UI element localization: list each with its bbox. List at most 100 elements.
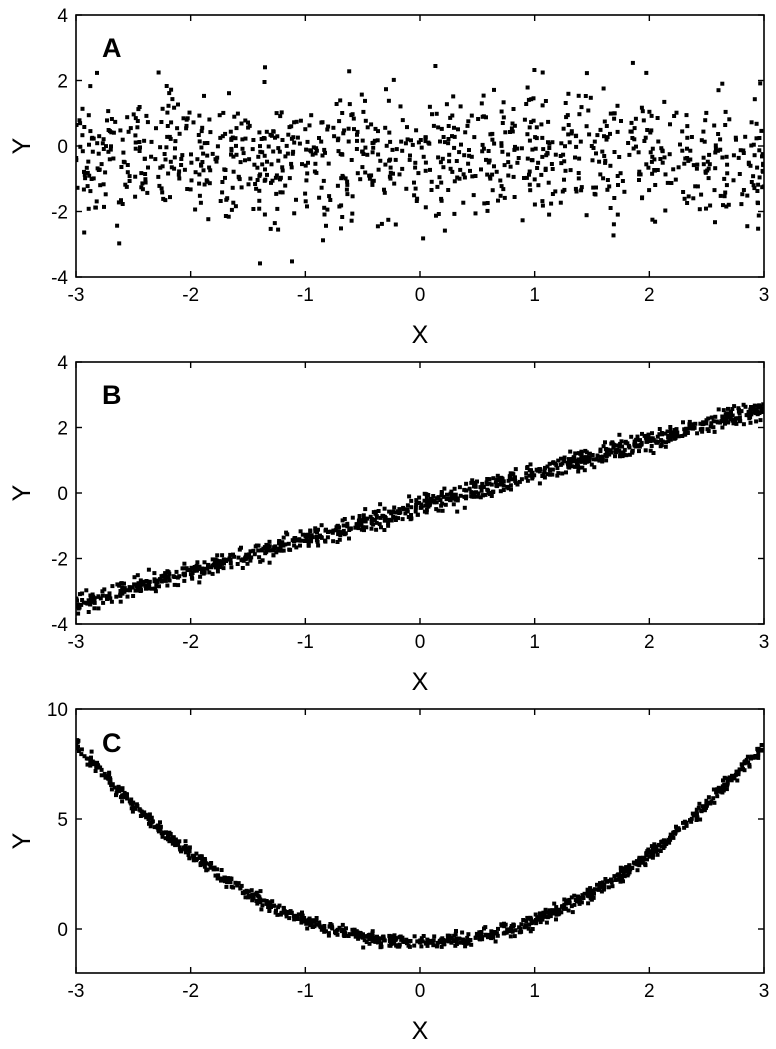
- data-point: [238, 886, 243, 891]
- data-point: [554, 905, 559, 910]
- data-point: [185, 187, 190, 191]
- data-point: [745, 193, 750, 198]
- data-point: [328, 529, 333, 534]
- data-point: [684, 821, 689, 826]
- data-point: [742, 768, 747, 773]
- data-point: [666, 435, 671, 440]
- data-point: [643, 862, 648, 867]
- y-tick-label: 0: [57, 920, 68, 941]
- data-point: [405, 125, 409, 130]
- data-point: [721, 203, 725, 208]
- data-point: [452, 492, 457, 497]
- data-point: [156, 70, 161, 75]
- data-point: [218, 199, 223, 203]
- data-point: [705, 159, 710, 164]
- data-point: [425, 938, 430, 943]
- data-point: [320, 153, 325, 158]
- data-point: [341, 175, 346, 180]
- data-point: [647, 854, 652, 859]
- data-point: [456, 127, 460, 132]
- data-point: [622, 874, 627, 879]
- data-point: [401, 939, 406, 944]
- data-point: [643, 448, 648, 453]
- data-point: [415, 196, 420, 201]
- data-point: [576, 465, 581, 470]
- data-point: [228, 129, 233, 134]
- data-point: [111, 130, 116, 135]
- data-point: [442, 486, 447, 491]
- data-point: [236, 174, 241, 179]
- data-point: [638, 438, 642, 443]
- data-point: [629, 129, 634, 134]
- data-point: [652, 842, 657, 847]
- x-tick-label: 1: [529, 981, 540, 1002]
- data-point: [302, 916, 307, 920]
- data-point: [305, 926, 310, 931]
- data-point: [659, 844, 664, 849]
- data-point: [421, 236, 426, 241]
- data-point: [213, 557, 218, 562]
- data-point: [755, 165, 760, 170]
- data-point: [435, 940, 440, 945]
- data-point: [493, 939, 498, 944]
- data-point: [546, 180, 551, 185]
- data-point: [88, 84, 93, 89]
- data-point: [80, 598, 85, 602]
- data-point: [719, 786, 723, 791]
- data-point: [82, 125, 87, 129]
- data-point: [587, 451, 592, 456]
- data-point: [226, 214, 231, 219]
- data-point: [482, 201, 487, 206]
- data-point: [739, 202, 744, 207]
- data-point: [575, 462, 579, 466]
- data-point: [622, 452, 627, 457]
- data-point: [220, 876, 224, 881]
- data-point: [137, 582, 142, 587]
- data-point: [664, 440, 668, 445]
- data-point: [481, 146, 486, 151]
- data-point: [389, 511, 394, 516]
- data-point: [698, 421, 703, 426]
- data-point: [284, 914, 289, 919]
- data-point: [471, 193, 476, 198]
- data-point: [612, 150, 617, 154]
- data-point: [197, 564, 202, 569]
- data-point: [686, 158, 691, 163]
- data-point: [342, 517, 347, 521]
- data-point: [713, 414, 718, 419]
- data-point: [127, 174, 132, 179]
- data-point: [455, 175, 460, 180]
- data-point: [508, 471, 513, 476]
- data-point: [640, 109, 645, 114]
- data-point: [316, 543, 321, 548]
- data-point: [152, 571, 157, 576]
- data-point: [543, 168, 548, 172]
- data-point: [557, 910, 562, 914]
- data-point: [643, 135, 648, 140]
- data-point: [709, 415, 714, 420]
- data-point: [287, 176, 292, 181]
- data-point: [560, 471, 565, 476]
- data-point: [592, 891, 596, 896]
- data-point: [605, 879, 609, 884]
- data-point: [206, 565, 210, 569]
- data-point: [725, 162, 730, 167]
- data-point: [743, 134, 748, 139]
- data-point: [406, 515, 411, 519]
- data-point: [258, 900, 263, 905]
- data-point: [382, 506, 387, 511]
- data-point: [173, 843, 178, 848]
- data-point: [620, 454, 625, 459]
- data-point: [144, 579, 149, 583]
- data-point: [534, 125, 539, 130]
- data-point: [440, 501, 445, 506]
- data-point: [214, 159, 219, 164]
- data-point: [437, 175, 442, 180]
- data-point: [87, 599, 92, 604]
- data-point: [608, 163, 613, 168]
- data-point: [281, 535, 286, 540]
- data-point: [283, 542, 288, 547]
- data-point: [754, 136, 759, 141]
- data-point: [668, 122, 672, 127]
- data-point: [77, 592, 82, 597]
